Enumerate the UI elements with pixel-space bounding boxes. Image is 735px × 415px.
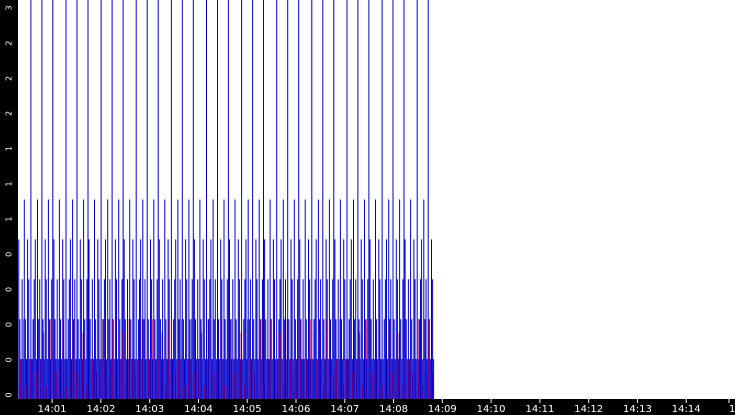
y-tick-label: 2 (5, 76, 14, 81)
x-tick-label: 14:04 (184, 404, 213, 415)
x-tick-label: 14:10 (477, 404, 506, 415)
y-tick-label: 2 (5, 41, 14, 46)
y-tick-label: 2 (5, 111, 14, 116)
x-axis: 14:01 14:02 14:03 14:04 14:05 14:06 14:07 14:08… (38, 399, 735, 415)
x-tick-label: 14:11 (525, 404, 554, 415)
y-tick-label: 0 (5, 252, 14, 257)
x-tick-label: 14:06 (282, 404, 311, 415)
x-tick-label: 14:05 (233, 404, 262, 415)
y-tick-label: 0 (5, 322, 14, 327)
y-tick-label: 1 (5, 217, 14, 222)
y-tick-label: 1 (5, 146, 14, 151)
bars-layer (18, 0, 435, 399)
y-tick-label: 3 (5, 5, 14, 10)
x-tick-label: 14:08 (379, 404, 408, 415)
y-tick-label: 0 (5, 357, 14, 362)
x-tick-label: 14:12 (574, 404, 603, 415)
x-tick-label: 14:13 (623, 404, 652, 415)
x-tick-label: 14:01 (38, 404, 67, 415)
x-tick-label: 14 (729, 404, 735, 415)
y-tick-label: 0 (5, 392, 14, 397)
y-axis: 0 0 0 0 0 1 1 1 2 2 2 3 (5, 5, 14, 397)
x-tick-label: 14:03 (135, 404, 164, 415)
x-tick-label: 14:07 (330, 404, 359, 415)
x-tick-label: 14:14 (672, 404, 701, 415)
y-tick-label: 0 (5, 287, 14, 292)
x-tick-label: 14:09 (428, 404, 457, 415)
y-tick-label: 1 (5, 181, 14, 186)
x-tick-label: 14:02 (86, 404, 115, 415)
